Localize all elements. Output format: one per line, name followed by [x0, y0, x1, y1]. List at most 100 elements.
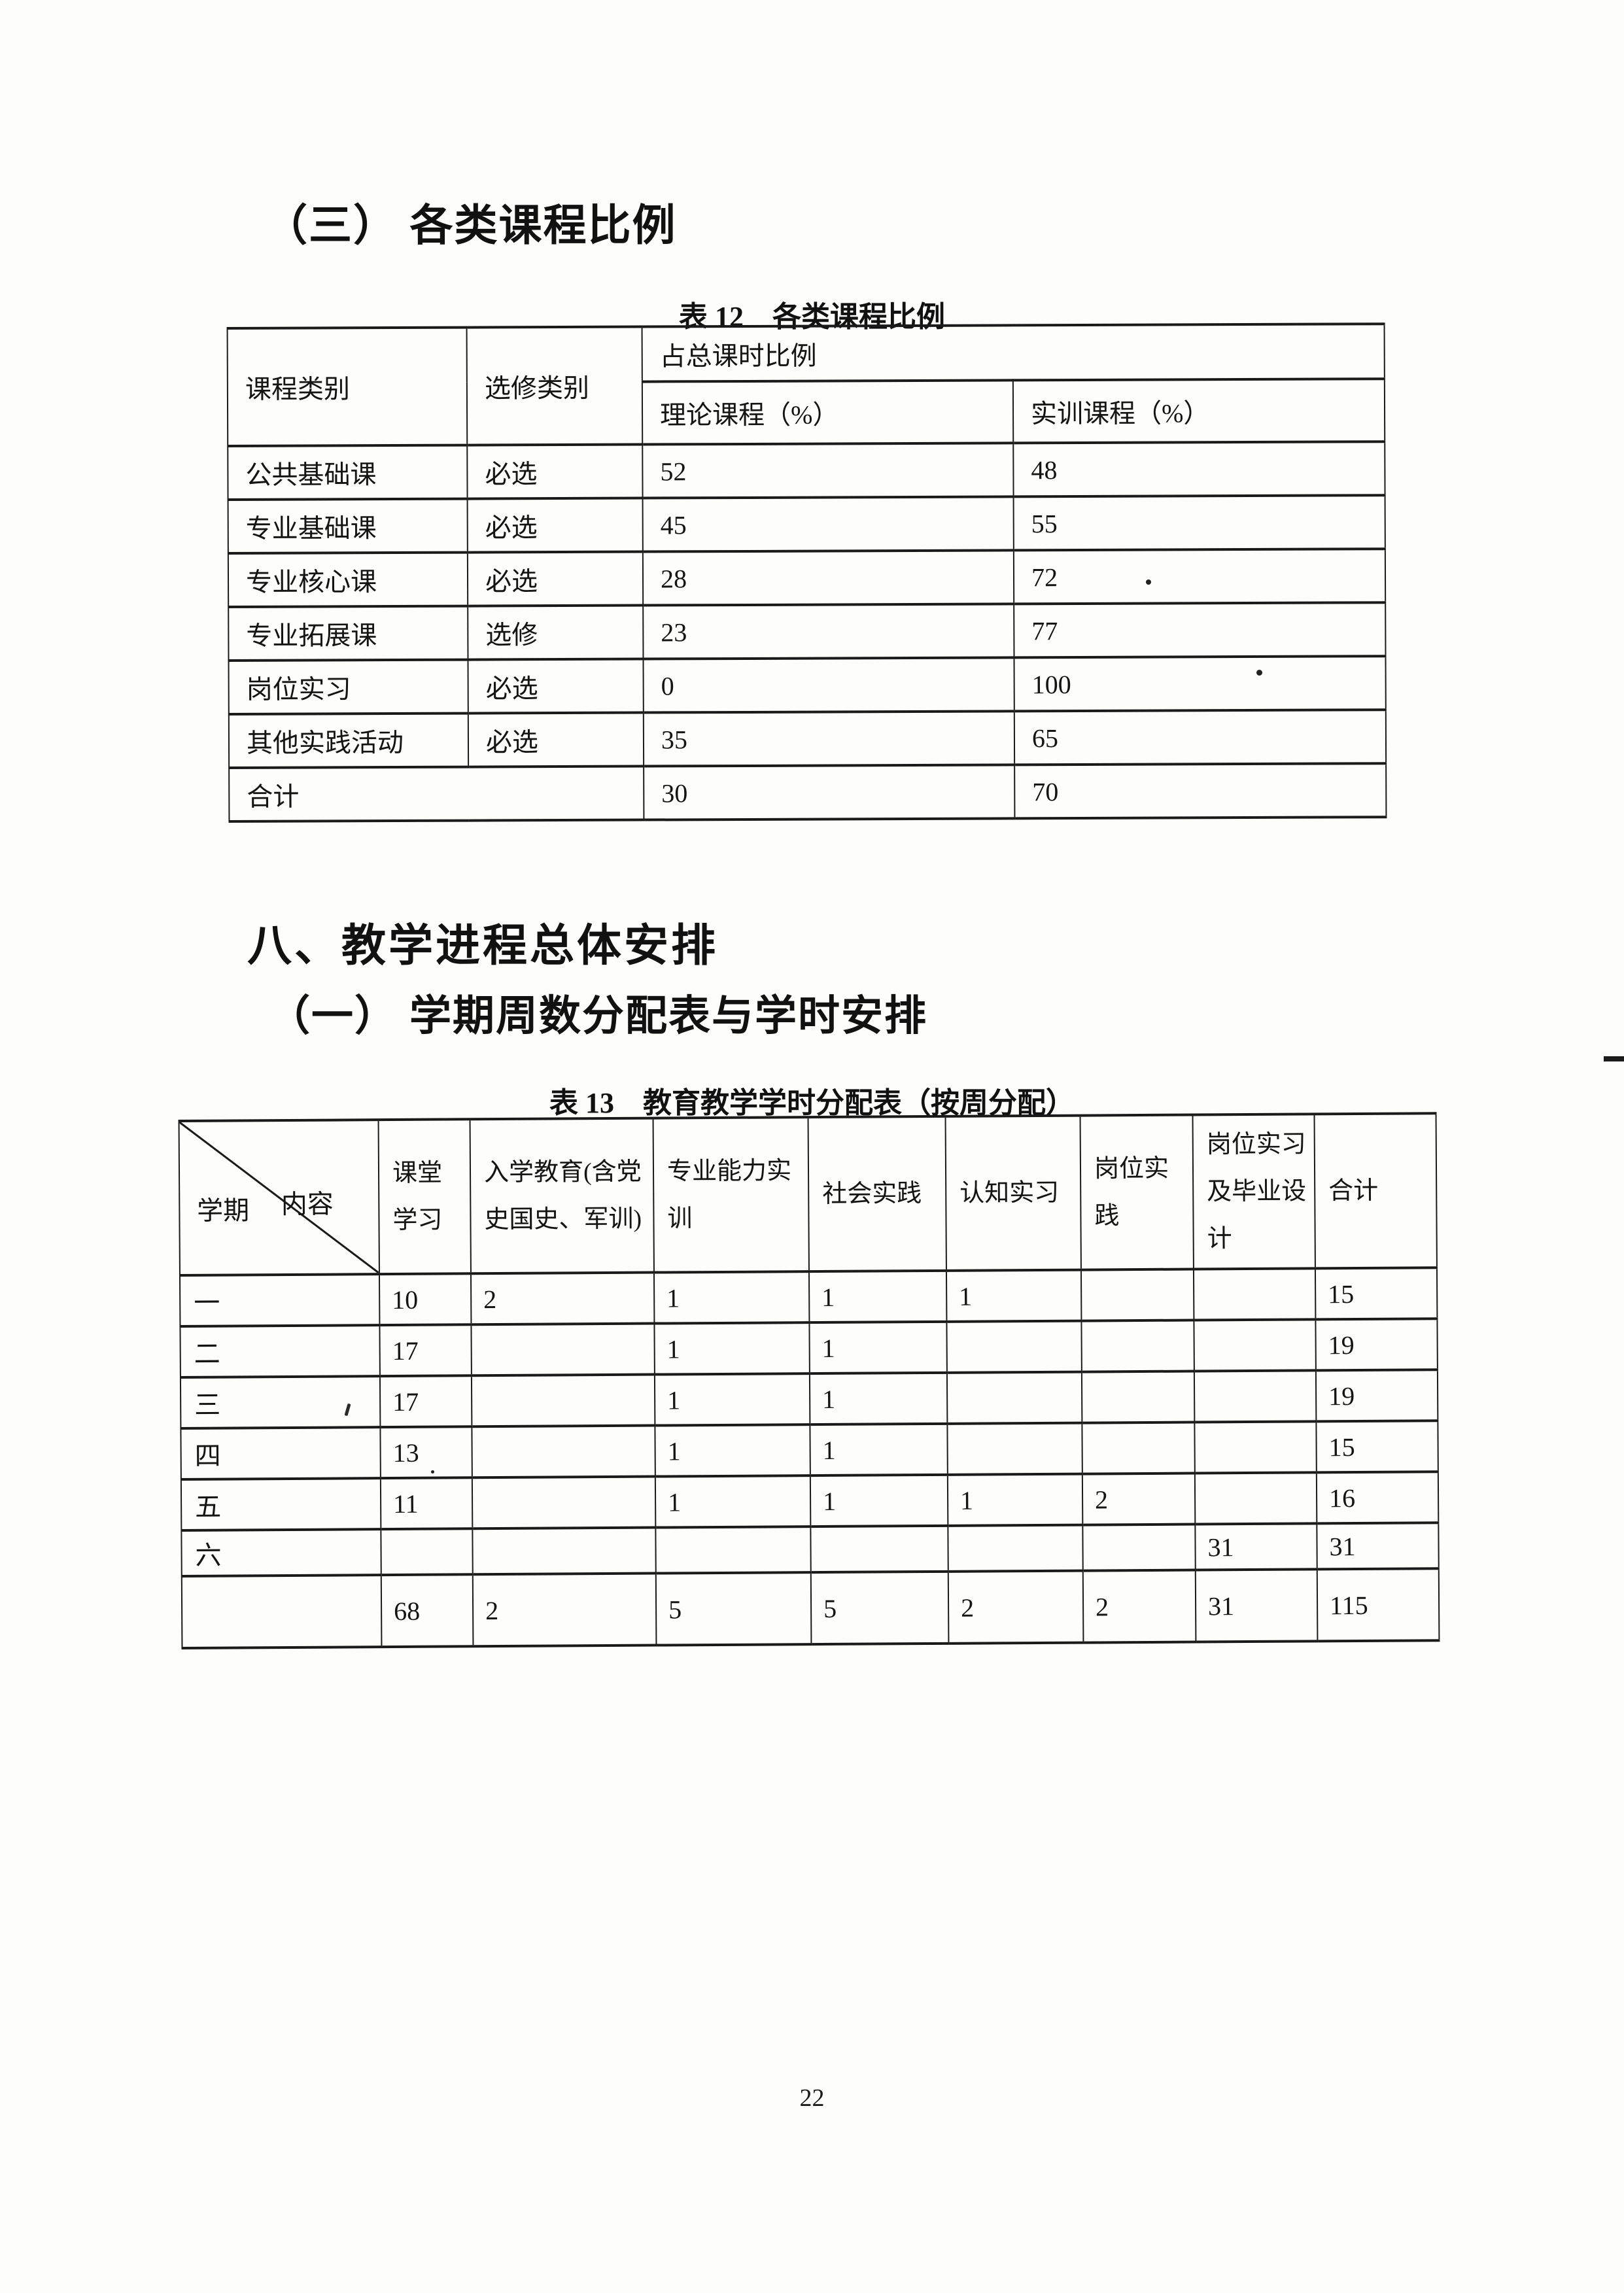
- t13-header-enrollment-education: 入学教育(含党史国史、军训): [470, 1118, 654, 1274]
- t13-cell: 2: [1082, 1473, 1196, 1525]
- t12-cell-theory: 35: [643, 711, 1015, 767]
- table-row: 专业基础课 必选 45 55: [228, 495, 1385, 553]
- t13-cell: [1082, 1524, 1196, 1571]
- t13-cell: 10: [379, 1273, 472, 1326]
- table-row: 三 17 1 1 19: [180, 1370, 1438, 1428]
- t13-cell: [1194, 1370, 1317, 1422]
- t13-cell: 1: [946, 1269, 1082, 1322]
- t13-cell: 31: [1195, 1569, 1318, 1642]
- t13-semester-label: 二: [180, 1325, 380, 1377]
- scan-speck: [1146, 579, 1151, 585]
- t13-cell: 1: [655, 1424, 810, 1477]
- t13-cell: [471, 1323, 655, 1376]
- t13-semester-label: 三: [180, 1376, 381, 1428]
- t12-cell-category: 专业核心课: [228, 552, 468, 607]
- t13-cell: 1: [808, 1270, 947, 1323]
- t13-cell: 31: [1317, 1523, 1439, 1570]
- t12-cell-theory: 45: [642, 496, 1014, 552]
- t13-cell: [947, 1422, 1082, 1475]
- t13-cell: 2: [948, 1570, 1084, 1644]
- t13-cell: [472, 1527, 656, 1575]
- t13-cell: [472, 1425, 655, 1478]
- t13-cell: [1194, 1472, 1317, 1525]
- t13-semester-label: 一: [179, 1274, 380, 1326]
- table-row: 四 13 1 1 15: [181, 1421, 1438, 1479]
- t13-cell: 1: [947, 1474, 1083, 1526]
- t12-header-practice: 实训课程（%）: [1012, 379, 1385, 443]
- t13-corner-cell: 学期 内容: [179, 1120, 379, 1275]
- t13-cell: 5: [810, 1571, 949, 1645]
- t13-header-total: 合计: [1314, 1113, 1437, 1269]
- t13-cell: 5: [655, 1572, 812, 1646]
- t13-cell: [655, 1526, 811, 1574]
- t13-cell: 1: [654, 1373, 810, 1426]
- t13-cell: 31: [1195, 1523, 1317, 1570]
- t12-cell-theory: 28: [642, 550, 1014, 606]
- t13-semester-label: 五: [181, 1478, 381, 1530]
- t13-cell: 1: [655, 1475, 811, 1528]
- t13-cell: 1: [809, 1372, 948, 1425]
- section-heading-week-allocation: （一） 学期周数分配表与学时安排: [268, 993, 927, 1039]
- table-header-row: 课程类别 选修类别 占总课时比例: [227, 324, 1385, 446]
- page-number: 22: [799, 2084, 825, 2112]
- t12-cell-total-label: 合计: [229, 766, 644, 821]
- t12-cell-practice: 72: [1013, 549, 1386, 604]
- t13-cell: 11: [380, 1477, 473, 1530]
- t12-cell-practice: 77: [1014, 602, 1386, 658]
- table-row: 一 10 2 1 1 1 15: [179, 1267, 1438, 1326]
- t13-cell: 17: [379, 1324, 472, 1377]
- t13-cell: [1080, 1269, 1194, 1321]
- t13-header-internship-design: 岗位实习及毕业设计: [1192, 1114, 1315, 1269]
- t13-cell: 15: [1315, 1267, 1438, 1320]
- t13-cell: [810, 1525, 948, 1573]
- t12-cell-practice: 48: [1013, 441, 1385, 497]
- t12-cell-category: 其他实践活动: [228, 713, 469, 768]
- t13-cell: 1: [810, 1474, 948, 1527]
- diagonal-divider-line: [180, 1121, 379, 1274]
- t12-cell-elective: 必选: [468, 712, 644, 767]
- t13-cell: 17: [379, 1375, 472, 1428]
- t12-cell-category: 专业基础课: [228, 498, 468, 553]
- table-row: 岗位实习 必选 0 100: [228, 656, 1386, 714]
- scan-speck: [431, 1470, 434, 1474]
- t12-header-ratio-group: 占总课时比例: [642, 324, 1385, 382]
- t12-cell-elective: 必选: [467, 498, 643, 553]
- t13-cell: 1: [810, 1423, 948, 1476]
- t13-cell: [1082, 1422, 1195, 1474]
- table-row: 五 11 1 1 1 2 16: [181, 1472, 1439, 1530]
- t13-corner-col-label: 内容: [281, 1189, 334, 1220]
- t12-header-course-category: 课程类别: [227, 327, 468, 446]
- t13-corner-row-label: 学期: [196, 1196, 250, 1226]
- t12-cell-theory: 23: [643, 604, 1014, 659]
- t13-cell: [1194, 1319, 1316, 1371]
- t13-cell: [1081, 1320, 1194, 1372]
- t13-semester-label: [181, 1575, 382, 1648]
- t12-cell-elective: 必选: [467, 551, 644, 606]
- t13-cell: 16: [1316, 1472, 1439, 1524]
- section-heading-course-ratio: （三） 各类课程比例: [264, 202, 677, 250]
- t13-header-cognitive-practice: 认知实习: [945, 1115, 1081, 1271]
- table-row: 其他实践活动 必选 35 65: [228, 710, 1387, 768]
- t12-cell-practice: 65: [1014, 710, 1387, 765]
- t13-cell: [472, 1476, 656, 1529]
- table-course-ratio: 课程类别 选修类别 占总课时比例 理论课程（%） 实训课程（%） 公共基础课 必…: [227, 322, 1387, 823]
- t12-cell-elective: 选修: [468, 605, 644, 660]
- t13-cell: 2: [1082, 1570, 1196, 1643]
- t13-cell: 19: [1315, 1370, 1438, 1422]
- t13-header-post-practice: 岗位实践: [1080, 1114, 1194, 1270]
- t13-semester-label: 六: [181, 1529, 381, 1576]
- t12-header-elective-category: 选修类别: [466, 326, 643, 445]
- t12-cell-elective: 必选: [468, 659, 644, 714]
- t12-cell-theory: 30: [644, 765, 1015, 820]
- t13-cell: [381, 1528, 473, 1576]
- t12-cell-category: 专业拓展课: [228, 606, 468, 661]
- table-row: 六 31 31: [181, 1523, 1439, 1576]
- t13-cell: [946, 1320, 1082, 1373]
- t13-cell: 1: [653, 1271, 810, 1324]
- t12-cell-theory: 0: [643, 657, 1014, 713]
- t12-cell-category: 公共基础课: [228, 445, 468, 500]
- t13-cell: 2: [472, 1573, 657, 1647]
- table-total-row: 68 2 5 5 2 2 31 115: [181, 1568, 1440, 1648]
- t12-cell-theory: 52: [642, 443, 1014, 498]
